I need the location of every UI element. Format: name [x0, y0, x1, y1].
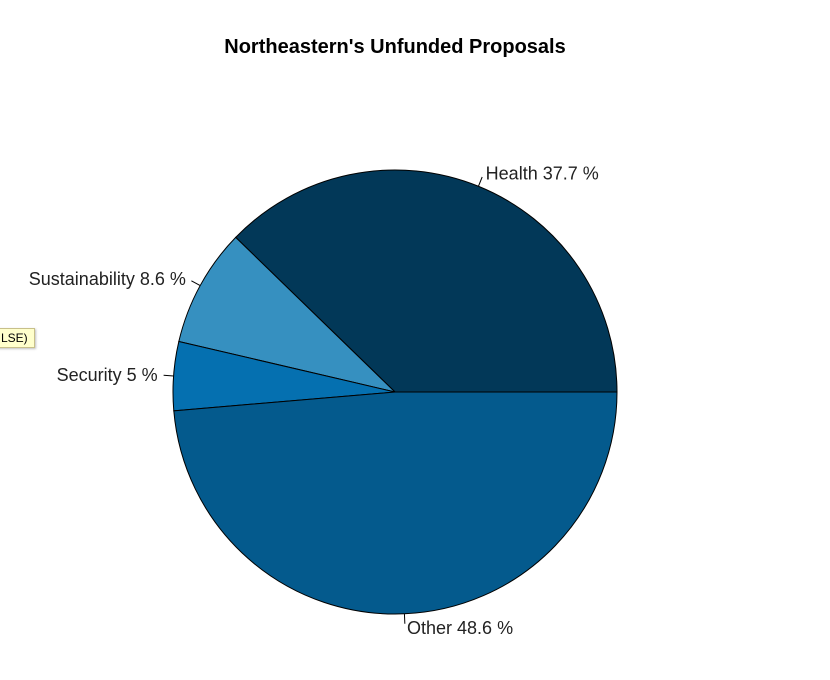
pie-labels: Health 37.7 % Sustainability 8.6 % Securit… — [29, 163, 599, 637]
slice-label-health: Health 37.7 % — [486, 163, 599, 183]
leader-line-health — [477, 176, 483, 187]
tooltip-fragment: LSE) — [0, 328, 35, 348]
slice-label-security: Security 5 % — [57, 365, 158, 385]
pie-slice-health — [234, 169, 618, 393]
leader-line-sustainability — [191, 280, 201, 286]
slice-label-other: Other 48.6 % — [407, 618, 513, 638]
leader-line-security — [163, 374, 174, 377]
slice-label-sustainability: Sustainability 8.6 % — [29, 269, 186, 289]
chart-title: Northeastern's Unfunded Proposals — [224, 36, 566, 58]
pie-slices — [172, 169, 618, 615]
pie-slice-other — [173, 391, 618, 615]
